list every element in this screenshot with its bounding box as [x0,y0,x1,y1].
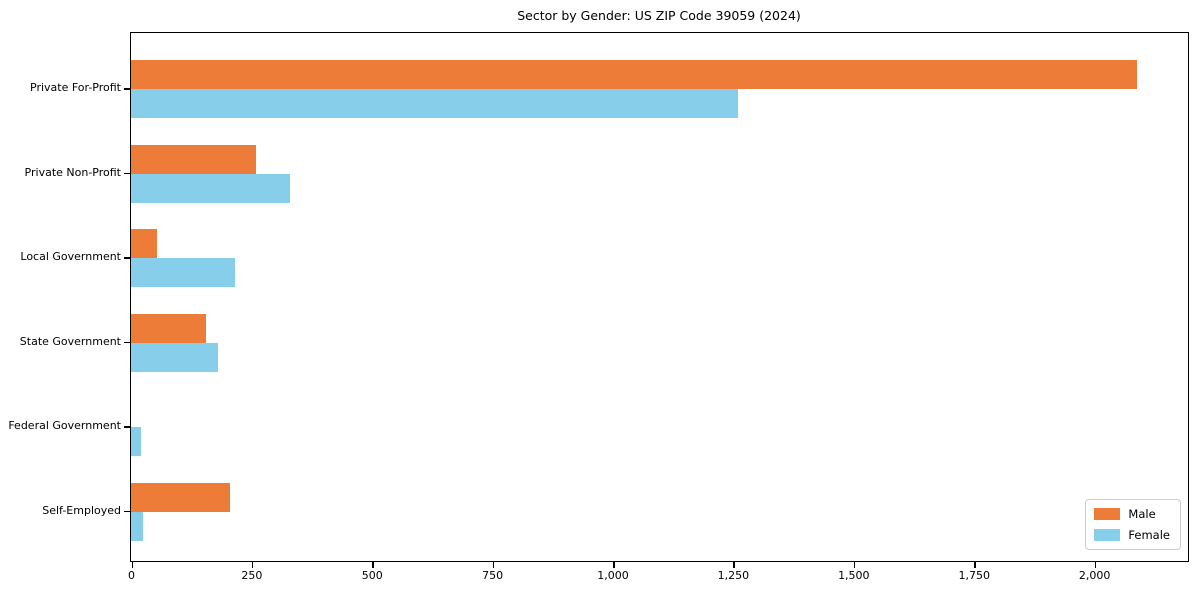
bar-male-state-government [131,313,206,343]
y-axis-label-state-government: State Government [19,334,121,348]
x-axis-tick-label: 500 [361,569,383,582]
x-axis-tick-label: 1,000 [597,569,629,582]
x-axis-tick-label: 0 [128,569,135,582]
bar-female-federal-government [131,427,141,456]
x-axis-tick-label: 1,250 [717,569,750,582]
x-axis-tick [372,562,374,568]
x-axis-tick [733,562,735,568]
bar-male-self-employed [131,482,230,512]
y-axis-tick [124,172,130,174]
legend: Male Female [1085,499,1181,550]
x-axis-tick-label: 2,000 [1078,569,1111,582]
legend-item-female: Female [1094,528,1170,542]
x-axis-tick [1094,562,1097,568]
x-axis-tick-label: 250 [241,569,263,582]
y-axis-tick [124,88,130,90]
female-color-swatch [1094,529,1121,541]
bar-female-private-for-profit [131,89,738,118]
legend-label-female: Female [1128,528,1170,542]
chart-title: Sector by Gender: US ZIP Code 39059 (202… [517,8,801,23]
bar-male-private-non-profit [131,144,257,174]
x-axis-tick [131,562,133,568]
bar-female-state-government [131,342,218,372]
y-axis-label-private-for-profit: Private For-Profit [30,81,121,94]
male-color-swatch [1094,508,1121,520]
legend-label-male: Male [1128,507,1156,521]
bar-male-private-for-profit [131,60,1138,89]
bar-male-local-government [131,229,158,258]
x-axis-tick [251,562,254,568]
y-axis-label-private-non-profit: Private Non-Profit [24,165,121,179]
x-axis-tick [613,562,615,568]
bar-female-local-government [131,258,235,287]
x-axis-tick [974,562,976,568]
x-axis-tick [853,562,856,568]
x-axis-tick-label: 1,500 [838,569,870,582]
plot-area [130,32,1189,562]
bar-female-private-non-profit [131,173,290,203]
y-axis-tick [124,341,130,343]
legend-item-male: Male [1094,507,1170,521]
x-axis-tick [492,562,495,568]
y-axis-tick [124,426,130,428]
x-axis-tick-label: 1,750 [958,569,990,582]
x-axis-tick-label: 750 [482,569,504,582]
y-axis-label-local-government: Local Government [20,250,121,263]
y-axis-label-self-employed: Self-Employed [42,503,121,517]
y-axis-tick [124,510,130,512]
y-axis-label-federal-government: Federal Government [8,419,121,432]
y-axis-tick [124,257,130,259]
bar-female-self-employed [131,511,144,541]
